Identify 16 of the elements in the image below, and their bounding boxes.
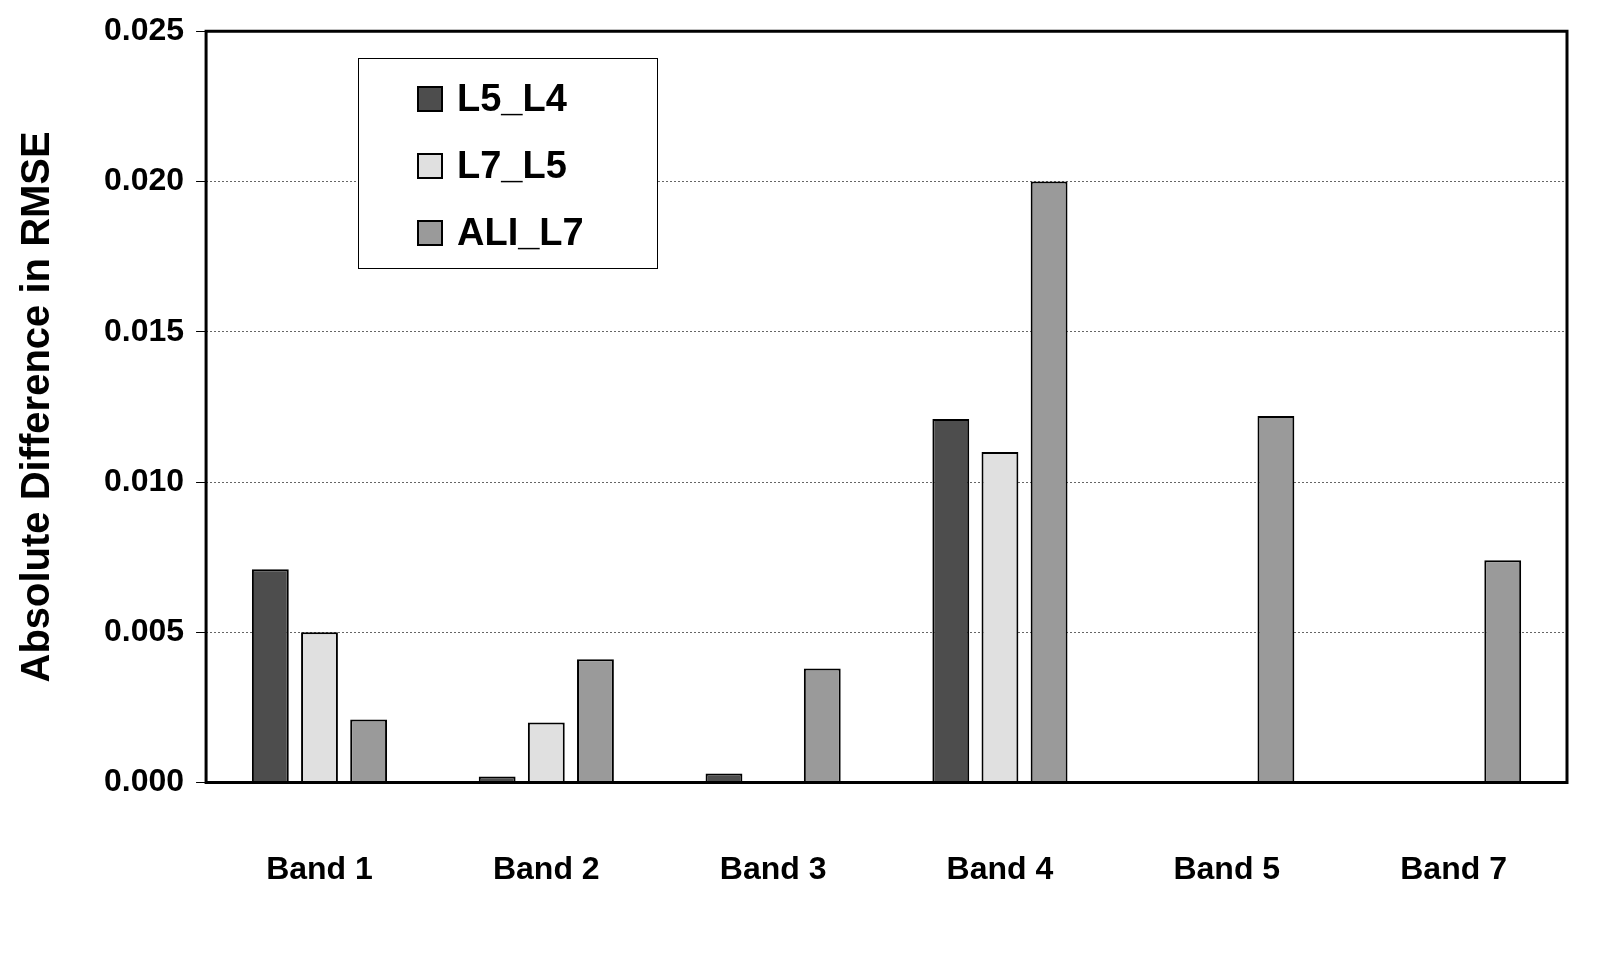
x-tick-label: Band 3 (719, 849, 827, 886)
legend-label: ALI_L7 (457, 211, 584, 254)
y-tick-label: 0.005 (104, 612, 185, 649)
y-axis-title: Absolute Difference in RMSE (13, 131, 58, 683)
y-tick-label: 0.025 (104, 11, 185, 48)
x-tick-label: Band 5 (1173, 849, 1281, 886)
x-tick-label: Band 2 (492, 849, 600, 886)
x-tick-label: Band 4 (946, 849, 1054, 886)
y-tick-label: 0.020 (104, 161, 185, 198)
x-tick-label: Band 7 (1400, 849, 1507, 886)
legend-label: L7_L5 (457, 144, 567, 187)
y-tick-label: 0.015 (104, 311, 185, 348)
y-tick-label: 0.010 (104, 461, 185, 498)
x-tick-label: Band 1 (266, 849, 373, 886)
y-tick-label: 0.000 (104, 762, 185, 799)
legend-label: L5_L4 (457, 77, 567, 120)
